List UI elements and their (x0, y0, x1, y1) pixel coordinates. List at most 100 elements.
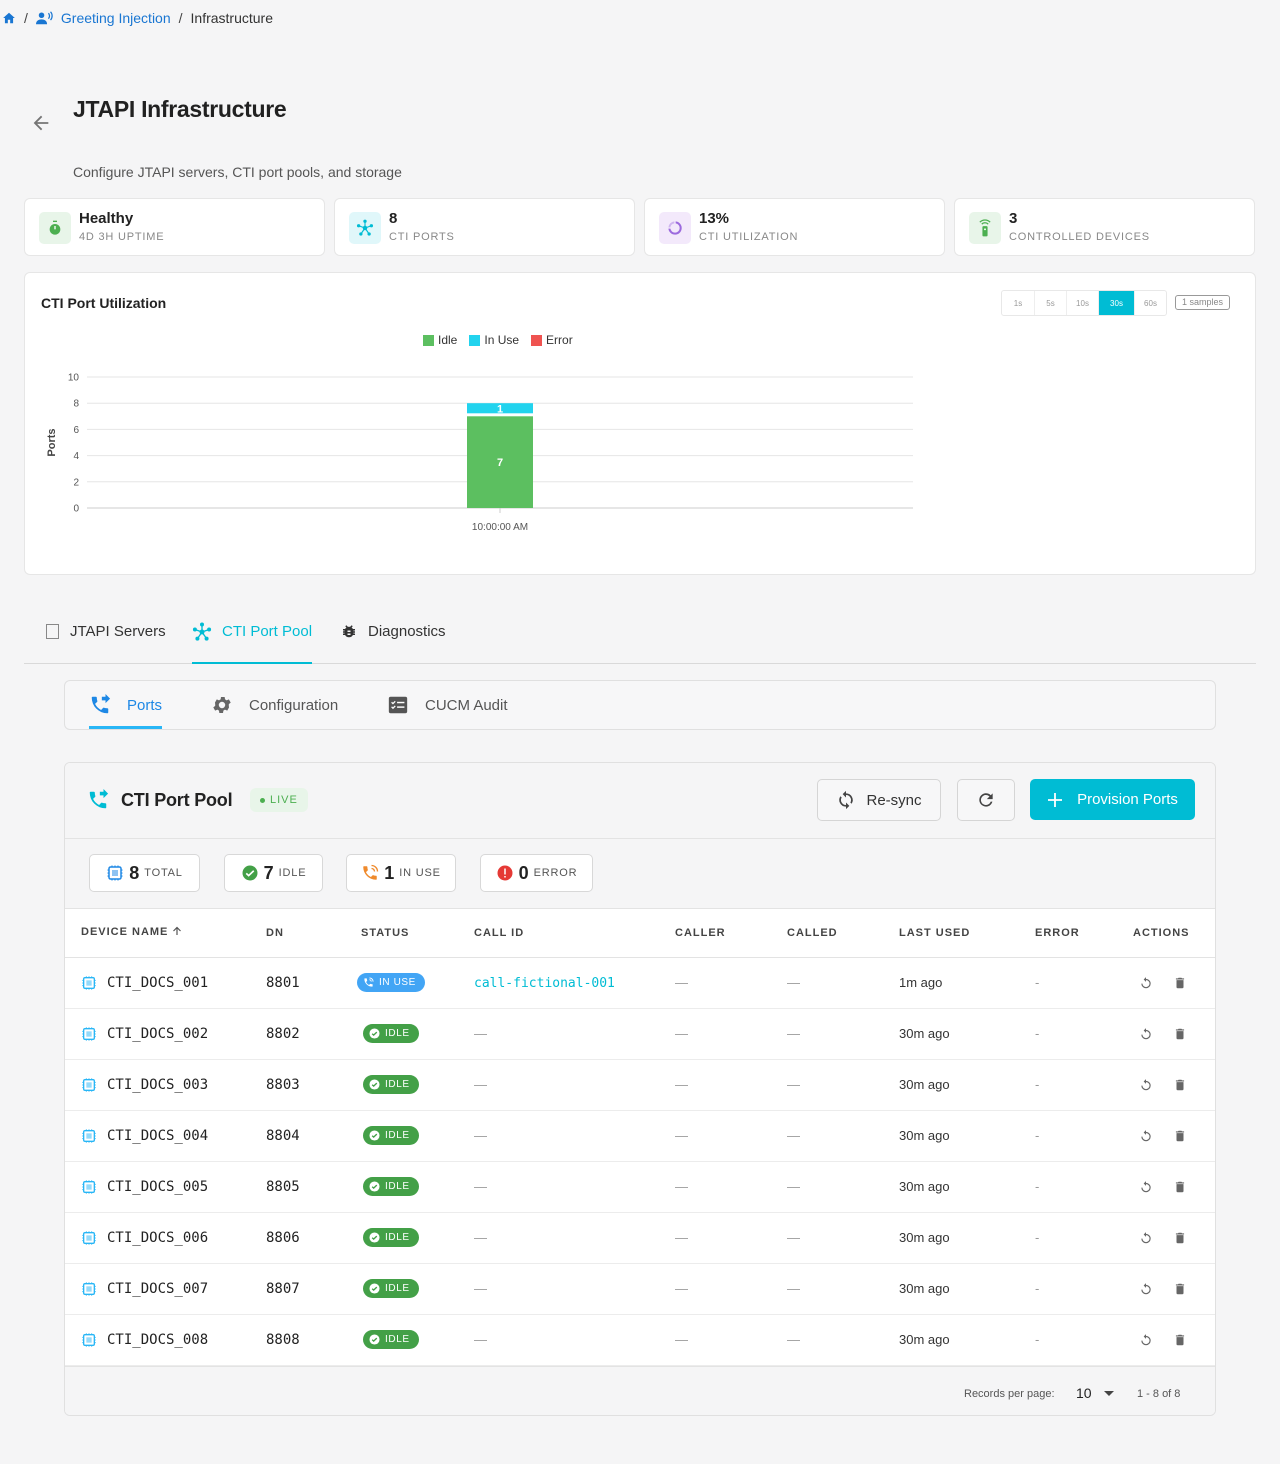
status-label: IDLE (385, 1130, 410, 1141)
ring-icon (659, 212, 691, 244)
legend-item[interactable]: Error (531, 333, 573, 347)
device-name-cell: CTI_DOCS_005 (65, 1161, 250, 1213)
column-caller[interactable]: CALLER (659, 909, 771, 958)
last-used-cell: 30m ago (883, 1212, 1019, 1264)
legend-swatch (469, 334, 481, 346)
breadcrumb-greeting-injection[interactable]: Greeting Injection (60, 10, 171, 26)
delete-icon[interactable] (1173, 1231, 1187, 1245)
delete-icon[interactable] (1173, 1027, 1187, 1041)
tab-cti-port-pool[interactable]: CTI Port Pool (192, 600, 313, 664)
refresh-button[interactable] (957, 779, 1015, 821)
reset-icon[interactable] (1139, 1282, 1153, 1296)
reset-icon[interactable] (1139, 1180, 1153, 1194)
subtab-cucm-audit[interactable]: CUCM Audit (387, 681, 508, 729)
delete-icon[interactable] (1173, 1282, 1187, 1296)
subtab-ports[interactable]: Ports (89, 681, 163, 729)
column-error[interactable]: ERROR (1019, 909, 1117, 958)
call-id: — (474, 1077, 487, 1092)
table-row[interactable]: CTI_DOCS_006 8806 IDLE — — —30m ago - (65, 1212, 1215, 1264)
device-name: CTI_DOCS_006 (107, 1229, 209, 1246)
stat-value: Healthy (79, 210, 134, 227)
chevron-down-icon[interactable] (1104, 1391, 1114, 1396)
tab-label: CTI Port Pool (222, 623, 313, 640)
table-row[interactable]: CTI_DOCS_008 8808 IDLE — — —30m ago - (65, 1314, 1215, 1366)
device-icon (106, 864, 124, 882)
subtab-configuration[interactable]: Configuration (211, 681, 338, 729)
status-badge: IN USE (357, 973, 425, 992)
records-per-page-select[interactable]: 10 (1076, 1385, 1092, 1401)
called-cell: — (771, 1008, 883, 1060)
table-row[interactable]: CTI_DOCS_001 8801 IN USE call-fictional-001… (65, 957, 1215, 1009)
interval-60s[interactable]: 60s (1134, 291, 1166, 315)
back-arrow-icon[interactable] (30, 112, 52, 134)
table-row[interactable]: CTI_DOCS_004 8804 IDLE — — —30m ago - (65, 1110, 1215, 1162)
count-error: 0 ERROR (480, 854, 593, 892)
legend-label: Error (546, 333, 573, 347)
check-circle-icon (369, 1079, 380, 1090)
interval-5s[interactable]: 5s (1034, 291, 1066, 315)
table-row[interactable]: CTI_DOCS_003 8803 IDLE — — —30m ago - (65, 1059, 1215, 1111)
reset-icon[interactable] (1139, 1333, 1153, 1347)
refresh-icon (976, 790, 996, 810)
actions-cell (1117, 1314, 1215, 1366)
call-id: — (474, 1281, 487, 1296)
delete-icon[interactable] (1173, 976, 1187, 990)
stat-label: CTI UTILIZATION (699, 231, 799, 243)
count-total: 8 TOTAL (89, 854, 200, 892)
reset-icon[interactable] (1139, 1129, 1153, 1143)
phone-forward-icon (87, 789, 109, 811)
provision-ports-button[interactable]: Provision Ports (1030, 779, 1195, 820)
column-call-id[interactable]: CALL ID (458, 909, 659, 958)
called-cell: — (771, 1059, 883, 1111)
last-used-cell: 30m ago (883, 1110, 1019, 1162)
reset-icon[interactable] (1139, 1078, 1153, 1092)
utilization-chart: 0 2 4 6 8 10 Ports 7 1 10:00:00 AM (46, 373, 913, 533)
bar-data-label: 7 (497, 457, 503, 469)
error-icon (496, 864, 514, 882)
home-icon[interactable] (2, 11, 16, 25)
count-idle: 7 IDLE (224, 854, 323, 892)
actions-cell (1117, 1008, 1215, 1060)
column-dn[interactable]: DN (250, 909, 345, 958)
table-row[interactable]: CTI_DOCS_002 8802 IDLE — — —30m ago - (65, 1008, 1215, 1060)
tab-diagnostics[interactable]: Diagnostics (340, 600, 446, 663)
reset-icon[interactable] (1139, 1027, 1153, 1041)
column-device-name[interactable]: DEVICE NAME (65, 909, 250, 958)
device-name: CTI_DOCS_005 (107, 1178, 209, 1195)
call-id: — (474, 1230, 487, 1245)
column-called[interactable]: CALLED (771, 909, 883, 958)
device-icon (81, 1077, 97, 1093)
reset-icon[interactable] (1139, 976, 1153, 990)
interval-1s[interactable]: 1s (1013, 298, 1023, 308)
device-icon (81, 1179, 97, 1195)
delete-icon[interactable] (1173, 1180, 1187, 1194)
legend-item[interactable]: In Use (469, 333, 519, 347)
dn-cell: 8808 (250, 1314, 345, 1366)
column-status[interactable]: STATUS (345, 909, 458, 958)
call-id-cell[interactable]: call-fictional-001 (458, 957, 659, 1009)
pool-header: CTI Port Pool LIVE Re-sync Provision Por… (65, 763, 1215, 839)
tab-jtapi-servers[interactable]: JTAPI Servers (46, 600, 166, 663)
device-icon (81, 1332, 97, 1348)
delete-icon[interactable] (1173, 1333, 1187, 1347)
delete-icon[interactable] (1173, 1129, 1187, 1143)
delete-icon[interactable] (1173, 1078, 1187, 1092)
status-cell: IDLE (345, 1110, 458, 1162)
live-label: LIVE (270, 794, 298, 806)
bar-data-label: 1 (497, 403, 503, 415)
stat-card-devices: 3 CONTROLLED DEVICES (954, 198, 1255, 256)
table-row[interactable]: CTI_DOCS_005 8805 IDLE — — —30m ago - (65, 1161, 1215, 1213)
legend-label: Idle (438, 333, 458, 347)
resync-button[interactable]: Re-sync (817, 779, 941, 821)
interval-30s[interactable]: 30s (1098, 291, 1134, 315)
column-last-used[interactable]: LAST USED (883, 909, 1019, 958)
call-id[interactable]: call-fictional-001 (474, 975, 615, 991)
interval-10s[interactable]: 10s (1066, 291, 1098, 315)
table-row[interactable]: CTI_DOCS_007 8807 IDLE — — —30m ago - (65, 1263, 1215, 1315)
status-badge: IDLE (363, 1075, 419, 1094)
reset-icon[interactable] (1139, 1231, 1153, 1245)
y-tick-label: 8 (73, 399, 79, 410)
device-icon (81, 1026, 97, 1042)
legend-item[interactable]: Idle (423, 333, 457, 347)
called-cell: — (771, 1263, 883, 1315)
